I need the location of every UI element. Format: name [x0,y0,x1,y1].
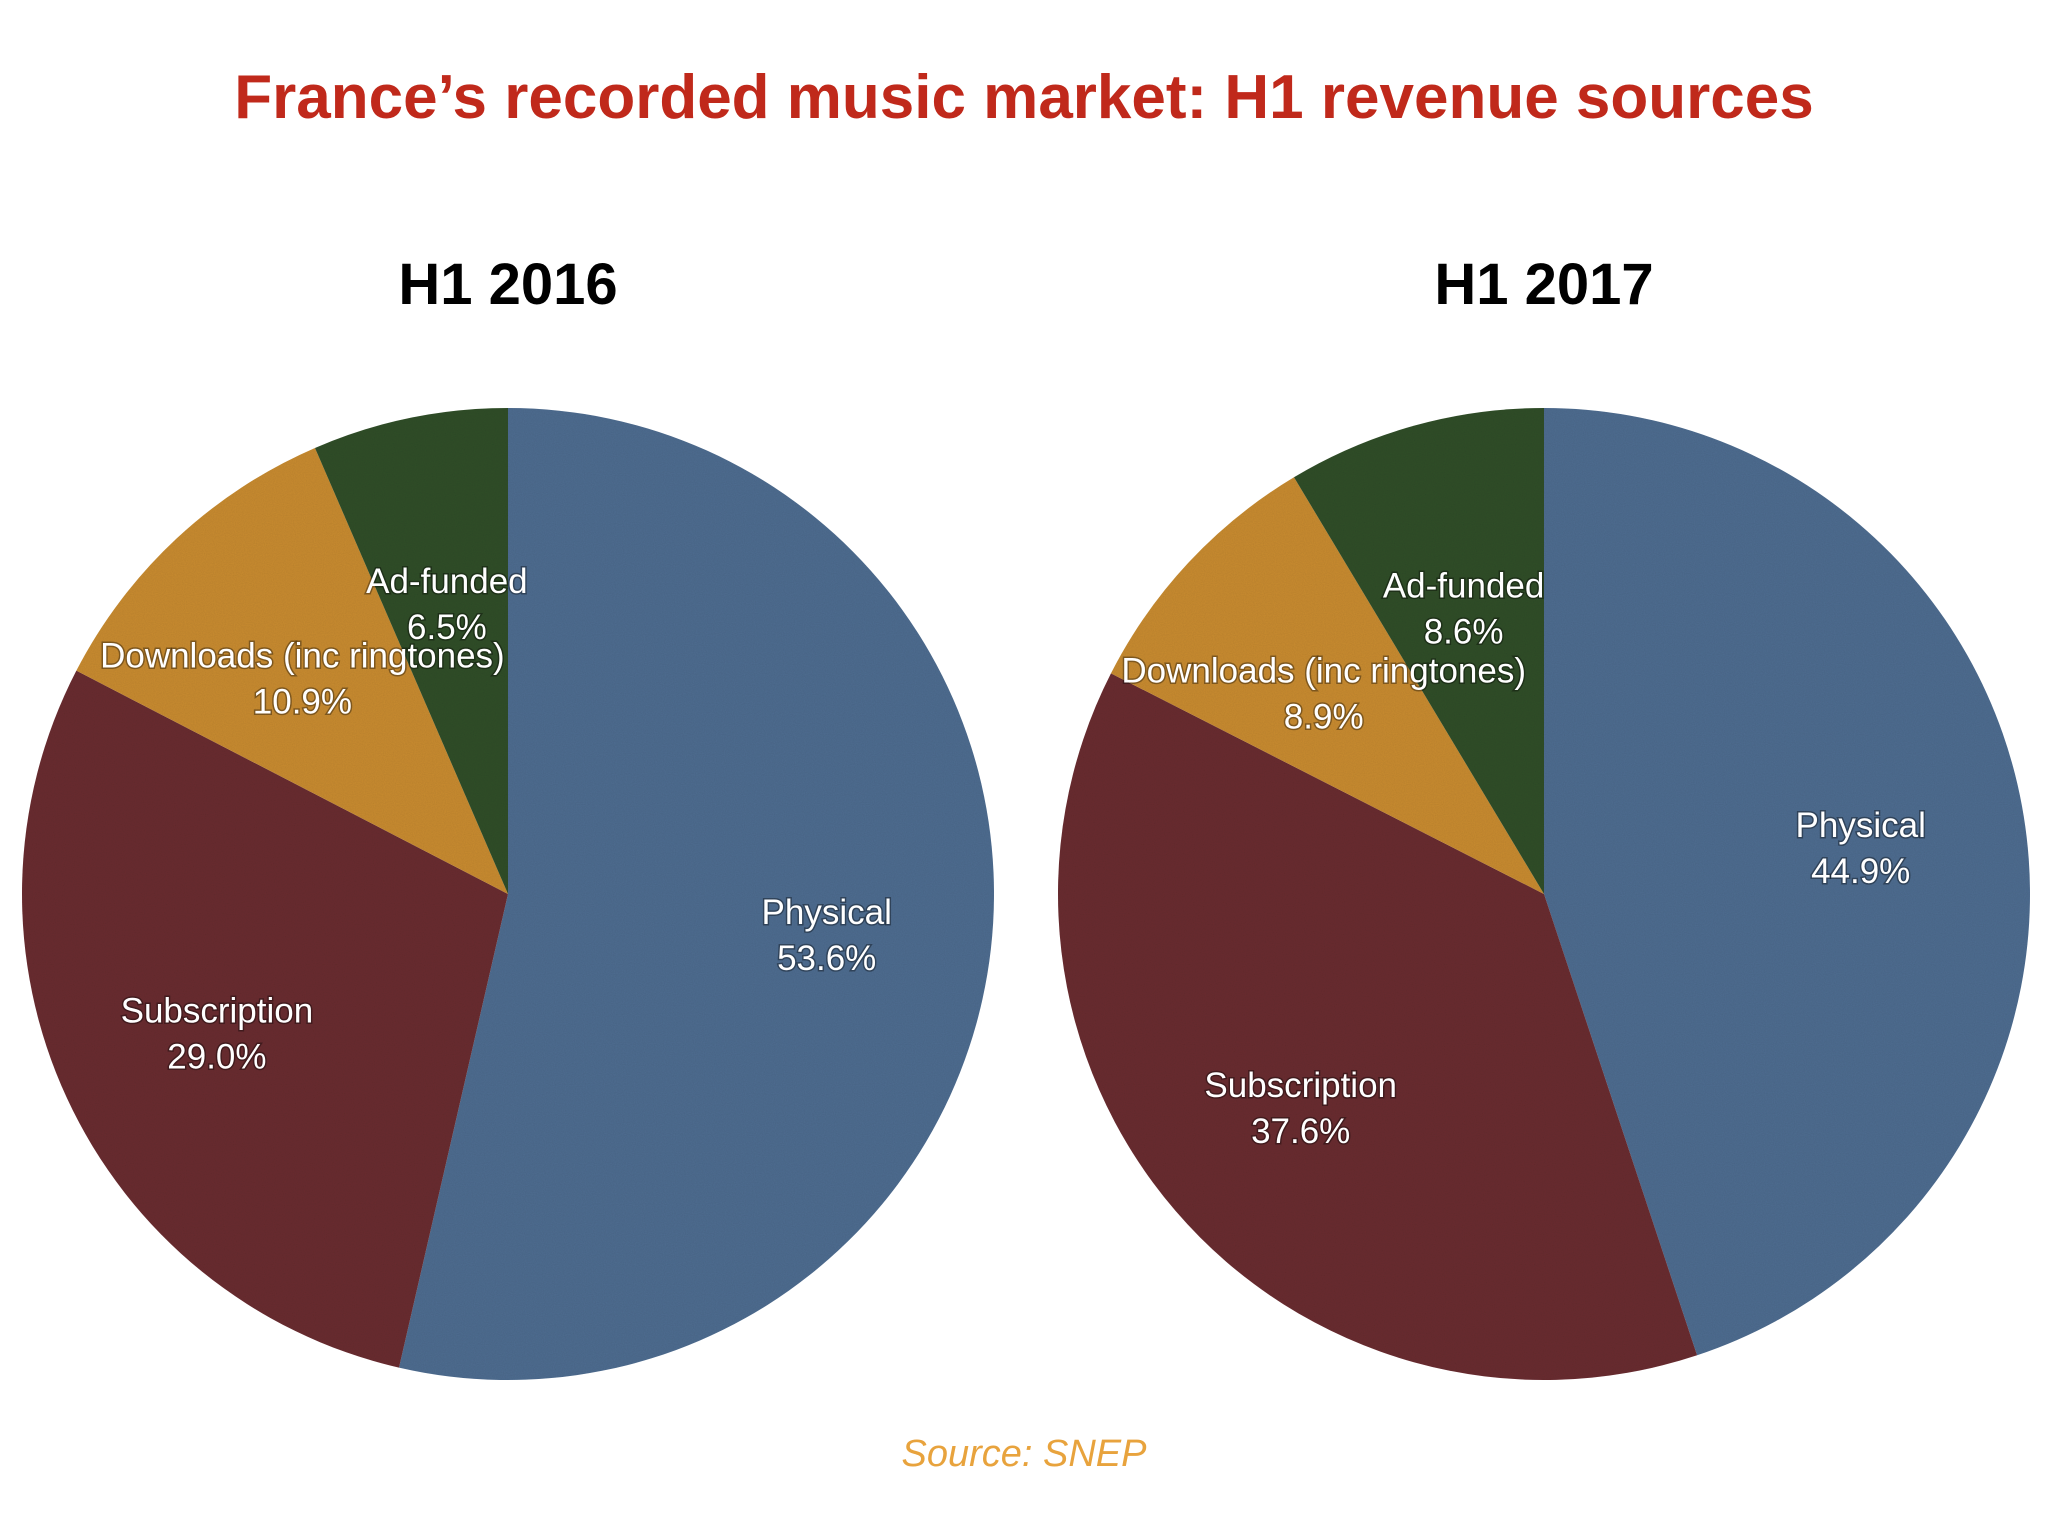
slice-value-physical: 53.6% [777,939,876,978]
pie-slice-ad-funded [1293,408,1544,894]
pie-slice-ad-funded [314,408,508,894]
slice-value-downloads: 10.9% [253,683,352,722]
slice-label-downloads: Downloads (inc ringtones) [100,637,505,676]
pie-chart-2016 [22,408,994,1380]
slice-label-ad-funded: Ad-funded [366,562,528,601]
slice-value-physical: 44.9% [1811,852,1910,891]
pie-slice-physical [399,408,994,1380]
slice-label-subscription: Subscription [1204,1066,1397,1105]
pie-charts: Physical 53.6% Subscription 29.0% Downloads … [22,408,2030,1380]
pie-slice-subscription [1057,673,1698,1380]
slice-value-downloads: 8.9% [1284,697,1364,736]
source-note: Source: SNEP [901,1433,1147,1475]
slice-value-ad-funded: 8.6% [1424,613,1504,652]
pie-chart-2017 [1057,408,2030,1380]
slice-label-physical: Physical [762,893,892,932]
slice-label-ad-funded: Ad-funded [1383,567,1545,606]
slice-value-subscription: 37.6% [1251,1112,1350,1151]
pie-labels-2016: Physical 53.6% Subscription 29.0% Downloads … [99,560,894,1078]
page-title: France’s recorded music market: H1 reven… [234,63,1814,132]
chart-subtitle-2016: H1 2016 [398,252,618,317]
pie-labels-2017: Physical 44.9% Subscription 37.6% Downloads … [1120,565,1927,1153]
slice-value-subscription: 29.0% [167,1038,266,1077]
pie-slice-subscription [22,670,508,1368]
slice-value-ad-funded: 6.5% [407,608,487,647]
slice-label-physical: Physical [1796,806,1926,845]
pie-slice-downloads [76,447,509,894]
chart-subtitle-2017: H1 2017 [1434,252,1654,317]
pie-slice-physical [1544,408,2030,1356]
slice-label-subscription: Subscription [121,992,314,1031]
slice-label-downloads: Downloads (inc ringtones) [1121,651,1526,690]
pie-slice-downloads [1110,477,1544,894]
